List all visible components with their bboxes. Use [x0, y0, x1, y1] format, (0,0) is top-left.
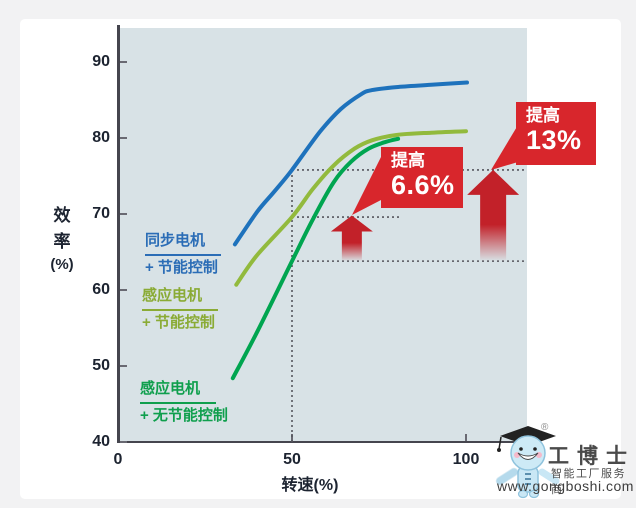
legend-induction-motor-saving: 感应电机 + 节能控制 [142, 284, 219, 335]
legend-sync-motor-name: 同步电机 [145, 229, 222, 256]
y-tick-label: 70 [92, 205, 110, 222]
legend-sync-motor: 同步电机 + 节能控制 [145, 229, 222, 280]
registered-mark: ® [541, 422, 549, 433]
legend-sync-motor-control: + 节能控制 [145, 259, 218, 276]
callout-big-label: 提高 [526, 106, 560, 125]
x-tick-label: 100 [452, 451, 480, 468]
y-tick-label: 50 [92, 357, 110, 374]
watermark-brand: 工博士 [548, 444, 635, 468]
x-tick [465, 434, 467, 441]
y-axis-title-unit: (%) [50, 256, 74, 273]
x-tick [291, 434, 293, 441]
y-axis-line [117, 25, 120, 443]
legend-induction-nosaving-name: 感应电机 [140, 377, 217, 404]
legend-induction-saving-name: 感应电机 [142, 284, 219, 311]
legend-induction-nosaving-control: + 无节能控制 [140, 407, 228, 424]
x-tick-label: 0 [113, 451, 123, 468]
callout-small-label: 提高 [391, 151, 425, 170]
y-tick-label: 90 [92, 53, 110, 70]
y-tick-label: 80 [92, 129, 110, 146]
y-tick [120, 441, 127, 443]
callout-big-value: 13% [526, 124, 582, 155]
legend-induction-saving-control: + 节能控制 [142, 314, 215, 331]
y-tick [120, 365, 127, 367]
y-tick [120, 137, 127, 139]
y-axis-title: 效 率 (%) [44, 203, 80, 277]
y-tick [120, 61, 127, 63]
y-tick [120, 289, 127, 291]
y-axis-title-char2: 率 [53, 231, 71, 251]
x-axis-line [117, 440, 528, 443]
watermark-url: www.gongboshi.com [497, 478, 634, 494]
gongboshi-mascot-icon [495, 426, 560, 499]
callout-small-value: 6.6% [391, 169, 455, 200]
watermark-tagline: 智能工厂服务商 [551, 468, 626, 496]
x-tick-label: 50 [283, 451, 301, 468]
y-tick [120, 213, 127, 215]
y-axis-title-char1: 效 [53, 206, 71, 225]
legend-induction-motor-no-saving: 感应电机 + 无节能控制 [140, 377, 228, 428]
callout-improve-6-6: 提高 6.6% [381, 147, 463, 208]
y-tick-label: 40 [92, 433, 110, 450]
callout-improve-13: 提高 13% [516, 102, 596, 165]
y-tick-label: 60 [92, 281, 110, 298]
x-axis-title: 转速(%) [281, 477, 339, 494]
